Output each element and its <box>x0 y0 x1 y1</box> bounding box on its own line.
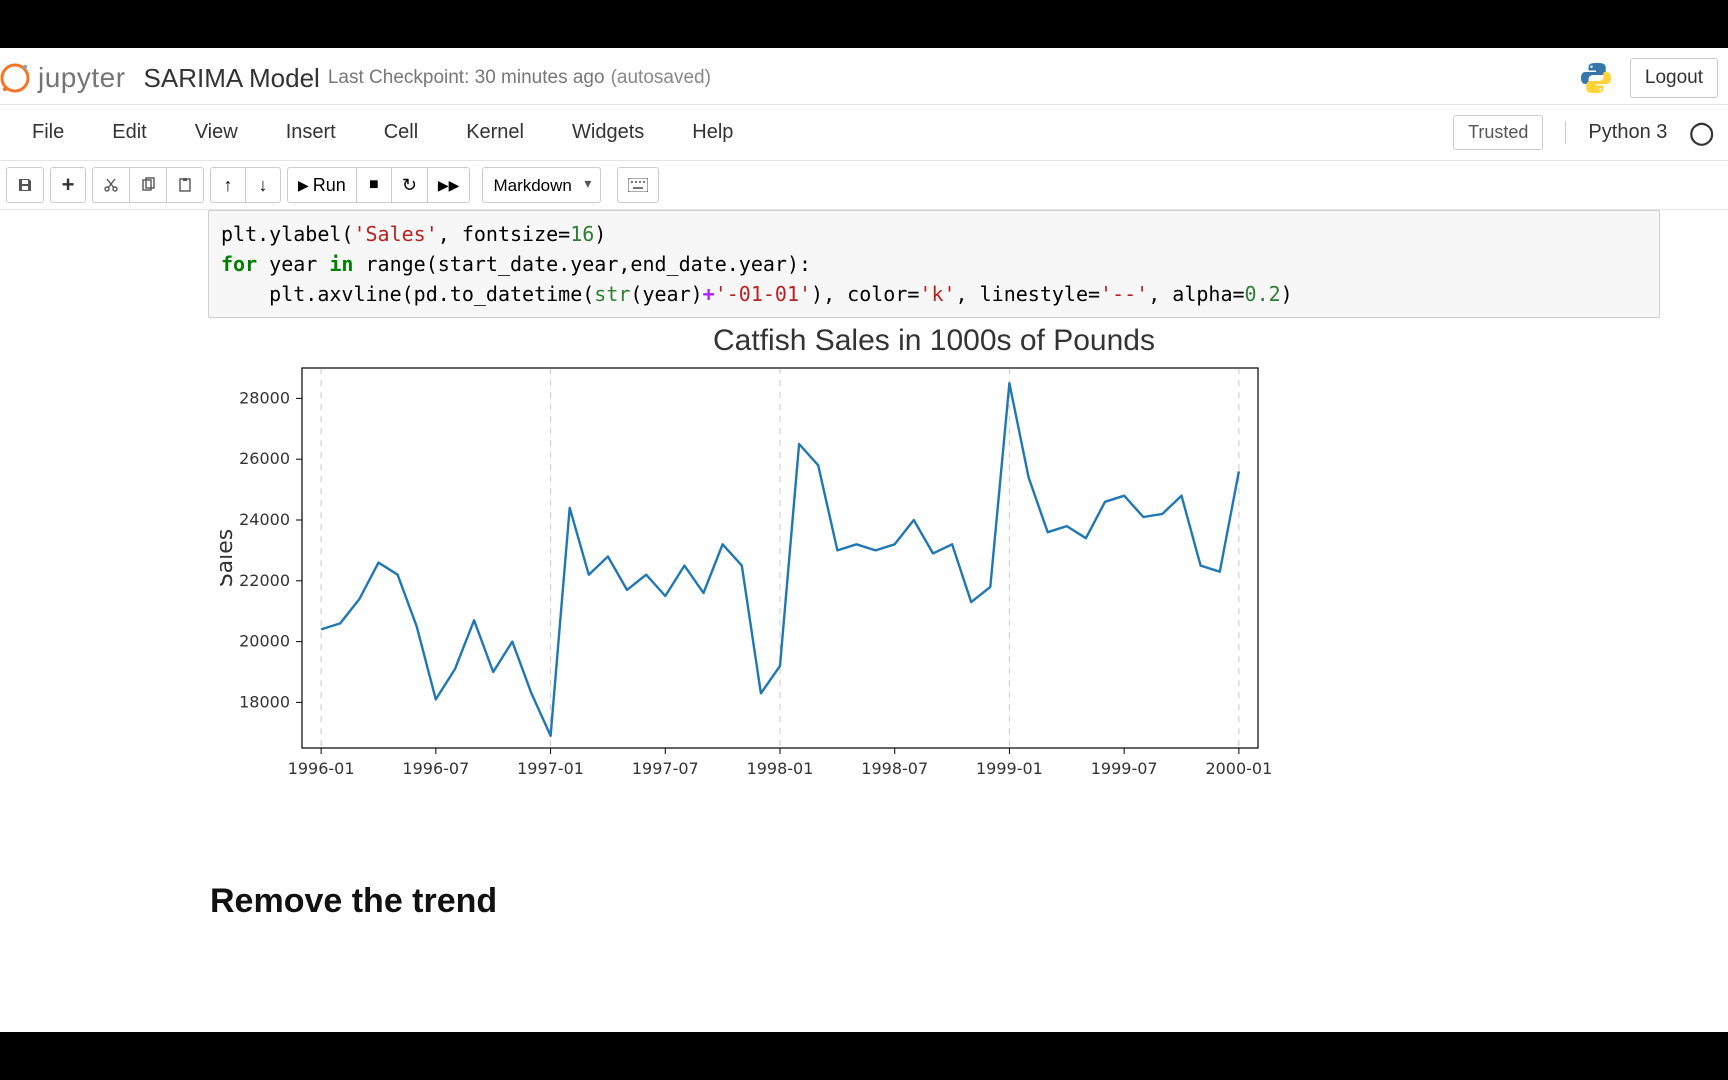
trusted-badge[interactable]: Trusted <box>1453 115 1543 150</box>
arrow-up-icon: ↑ <box>224 175 233 196</box>
menu-view[interactable]: View <box>171 113 262 152</box>
chart-title: Catfish Sales in 1000s of Pounds <box>200 324 1668 358</box>
notebook-name[interactable]: SARIMA Model <box>144 63 320 94</box>
chart: 18000 20000 22000 24000 26000 28000 1996-01 199… <box>220 362 1280 832</box>
jupyter-logo[interactable]: jupyter <box>0 61 126 95</box>
svg-text:1998-07: 1998-07 <box>861 759 928 778</box>
output-area: Catfish Sales in 1000s of Pounds 18000 20… <box>200 324 1668 832</box>
chart-svg: 18000 20000 22000 24000 26000 28000 1996-01 199… <box>220 362 1280 802</box>
menu-edit[interactable]: Edit <box>88 113 170 152</box>
logout-button[interactable]: Logout <box>1630 58 1718 98</box>
menubar: FileEditViewInsertCellKernelWidgetsHelp … <box>0 105 1728 161</box>
svg-text:18000: 18000 <box>239 692 290 711</box>
code-cell[interactable]: plt.ylabel('Sales', fontsize=16) for yea… <box>200 210 1668 318</box>
checkpoint-text: Last Checkpoint: 30 minutes ago <box>328 67 605 89</box>
svg-text:2000-01: 2000-01 <box>1205 759 1272 778</box>
svg-text:1996-01: 1996-01 <box>288 759 355 778</box>
svg-text:1999-07: 1999-07 <box>1091 759 1158 778</box>
notebook-area: plt.ylabel('Sales', fontsize=16) for yea… <box>0 210 1728 921</box>
cut-button[interactable] <box>92 167 130 203</box>
restart-icon: ↻ <box>402 175 417 196</box>
move-up-button[interactable]: ↑ <box>210 167 246 203</box>
run-icon: ▶ <box>298 177 309 194</box>
svg-text:Sales: Sales <box>220 529 238 588</box>
svg-text:1998-01: 1998-01 <box>747 759 814 778</box>
menu-help[interactable]: Help <box>668 113 757 152</box>
kernel-name[interactable]: Python 3 <box>1565 121 1667 144</box>
markdown-cell[interactable]: Remove the trend <box>210 882 1728 921</box>
svg-text:1996-07: 1996-07 <box>402 759 469 778</box>
plus-icon: + <box>62 172 75 198</box>
svg-text:26000: 26000 <box>239 449 290 468</box>
command-palette-button[interactable] <box>617 167 659 203</box>
stop-icon: ■ <box>369 176 379 194</box>
copy-icon <box>140 177 156 193</box>
markdown-heading: Remove the trend <box>210 882 1728 921</box>
menu-file[interactable]: File <box>8 113 88 152</box>
run-label: Run <box>313 175 346 196</box>
fast-forward-icon: ▶▶ <box>438 177 460 194</box>
jupyter-icon <box>0 61 32 95</box>
keyboard-icon <box>628 178 648 192</box>
svg-text:22000: 22000 <box>239 571 290 590</box>
svg-text:20000: 20000 <box>239 632 290 651</box>
paste-icon <box>177 177 193 193</box>
cut-icon <box>103 177 119 193</box>
svg-text:24000: 24000 <box>239 510 290 529</box>
python-icon <box>1578 60 1614 96</box>
svg-text:28000: 28000 <box>239 388 290 407</box>
interrupt-button[interactable]: ■ <box>356 167 392 203</box>
paste-button[interactable] <box>166 167 204 203</box>
menu-cell[interactable]: Cell <box>360 113 442 152</box>
svg-text:1997-01: 1997-01 <box>517 759 584 778</box>
arrow-down-icon: ↓ <box>259 175 268 196</box>
restart-run-all-button[interactable]: ▶▶ <box>427 167 471 203</box>
menu-insert[interactable]: Insert <box>262 113 360 152</box>
kernel-indicator-icon: ◯ <box>1689 120 1714 146</box>
save-button[interactable] <box>6 167 44 203</box>
header-bar: jupyter SARIMA Model Last Checkpoint: 30… <box>0 48 1728 105</box>
code-input[interactable]: plt.ylabel('Sales', fontsize=16) for yea… <box>208 210 1660 318</box>
menu-kernel[interactable]: Kernel <box>442 113 548 152</box>
jupyter-logo-text: jupyter <box>38 62 126 94</box>
autosaved-text: (autosaved) <box>611 67 711 89</box>
cell-type-select[interactable]: Markdown <box>482 167 601 203</box>
run-button[interactable]: ▶ Run <box>287 167 357 203</box>
svg-text:1999-01: 1999-01 <box>976 759 1043 778</box>
move-down-button[interactable]: ↓ <box>245 167 281 203</box>
svg-text:1997-07: 1997-07 <box>632 759 699 778</box>
restart-button[interactable]: ↻ <box>391 167 428 203</box>
menu-widgets[interactable]: Widgets <box>548 113 668 152</box>
copy-button[interactable] <box>129 167 167 203</box>
save-icon <box>17 177 33 193</box>
add-cell-button[interactable]: + <box>50 167 86 203</box>
toolbar: + ↑ ↓ ▶ Run <box>0 161 1728 210</box>
